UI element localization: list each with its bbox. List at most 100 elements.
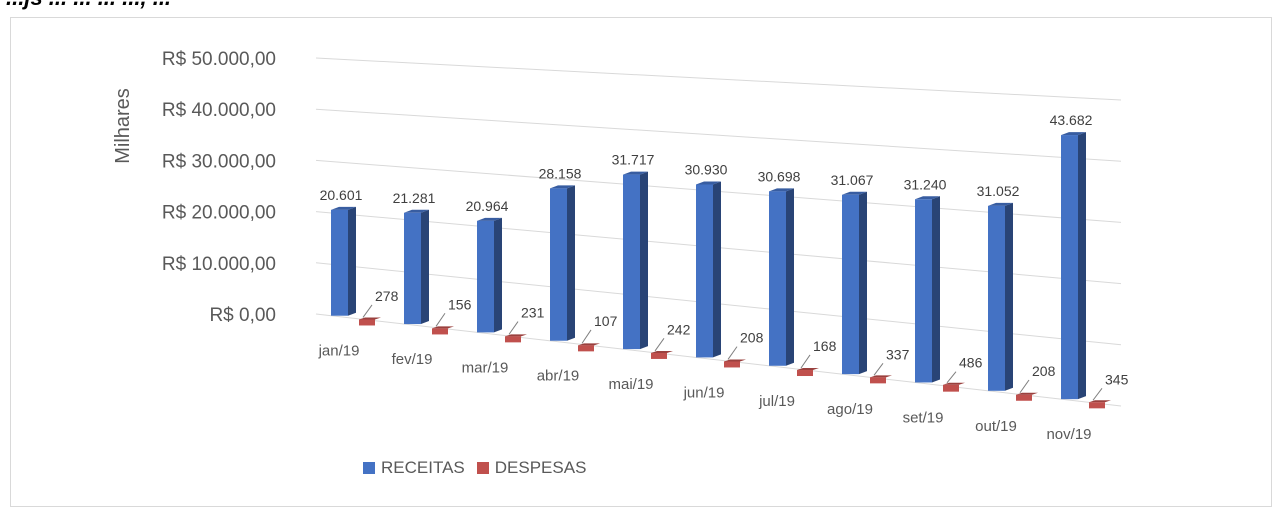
data-label-receitas: 21.281 [393, 190, 436, 206]
data-label-receitas: 43.682 [1050, 112, 1093, 128]
data-label-receitas: 31.717 [612, 152, 655, 168]
bar-receitas-side [786, 188, 794, 366]
x-category-label: mar/19 [462, 359, 509, 376]
bar-receitas-top [842, 191, 867, 195]
bar-despesas [359, 319, 375, 326]
x-category-label: mai/19 [608, 376, 653, 393]
legend-swatch-despesas [476, 462, 489, 474]
y-tick-label: R$ 30.000,00 [162, 151, 276, 172]
bar-despesas [1016, 394, 1032, 401]
y-tick-label: R$ 0,00 [209, 305, 276, 326]
data-label-despesas: 345 [1105, 371, 1129, 387]
bar-receitas [696, 184, 713, 358]
bar-receitas-top [915, 196, 940, 200]
data-label-despesas: 486 [959, 355, 983, 371]
x-category-label: fev/19 [392, 351, 433, 368]
data-label-leader [800, 354, 811, 369]
bar-despesas [578, 345, 594, 352]
bar-despesas-top [943, 382, 965, 385]
data-label-despesas: 231 [521, 305, 545, 321]
data-label-despesas: 107 [594, 313, 618, 329]
bar-despesas-top [1016, 392, 1038, 395]
bar-receitas [769, 191, 786, 366]
bar-receitas-top [477, 217, 502, 221]
bar-despesas-top [797, 368, 819, 371]
gridline [315, 57, 1122, 101]
bar-despesas-top [651, 350, 673, 353]
data-label-receitas: 31.067 [831, 172, 874, 188]
data-label-despesas: 337 [886, 346, 910, 362]
data-label-despesas: 168 [813, 338, 837, 354]
data-label-leader [727, 346, 738, 360]
bar-receitas-top [988, 202, 1013, 206]
bar-despesas [797, 370, 813, 377]
legend-label-despesas: DESPESAS [494, 458, 587, 477]
bar-despesas [724, 361, 740, 368]
bar-receitas-side [859, 191, 867, 375]
bar-receitas-top [623, 171, 648, 175]
bar-despesas-top [870, 375, 892, 378]
data-label-leader [581, 329, 592, 344]
data-label-leader [873, 363, 884, 376]
bar-receitas [842, 194, 859, 375]
bar-receitas-side [640, 171, 648, 350]
bar-despesas [870, 377, 886, 384]
legend-swatch-receitas [363, 462, 375, 474]
bar-despesas [943, 384, 959, 392]
y-tick-label: R$ 50.000,00 [162, 49, 276, 70]
legend-item-despesas: DESPESAS [476, 458, 587, 478]
bar-despesas [505, 336, 521, 343]
bar-receitas-side [1005, 202, 1013, 391]
data-label-receitas: 20.601 [320, 187, 363, 203]
data-label-receitas: 30.930 [685, 161, 728, 177]
legend-label-receitas: RECEITAS [381, 458, 465, 477]
bar-receitas-side [932, 196, 940, 383]
data-label-receitas: 30.698 [758, 168, 801, 184]
bar-despesas-top [578, 343, 600, 346]
bar-receitas [550, 188, 567, 341]
bar-receitas [404, 212, 421, 325]
bar-receitas-side [494, 217, 502, 333]
data-label-leader [1092, 388, 1103, 401]
bar-receitas-top [696, 181, 721, 185]
y-tick-label: R$ 40.000,00 [162, 100, 276, 121]
data-label-despesas: 208 [740, 330, 764, 346]
bar-receitas [477, 220, 494, 333]
x-category-label: ago/19 [827, 401, 873, 418]
x-category-label: set/19 [903, 409, 944, 426]
bar-despesas [432, 328, 448, 335]
data-label-despesas: 278 [375, 288, 399, 304]
bar-receitas [988, 205, 1005, 391]
data-label-receitas: 20.964 [466, 198, 509, 214]
x-category-label: jan/19 [318, 343, 360, 360]
x-category-label: nov/19 [1046, 426, 1091, 443]
bar-receitas [915, 199, 932, 383]
y-axis-label: Milhares [112, 88, 134, 164]
bar-receitas-top [1061, 132, 1086, 136]
data-label-leader [362, 304, 373, 318]
bar-despesas-top [432, 326, 454, 329]
x-category-label: jun/19 [683, 384, 725, 401]
bar-despesas [1089, 402, 1105, 409]
bar-receitas-top [769, 188, 794, 192]
legend-item-receitas: RECEITAS [363, 458, 465, 478]
data-label-despesas: 242 [667, 321, 691, 337]
data-label-receitas: 28.158 [539, 165, 582, 181]
data-label-despesas: 156 [448, 296, 472, 312]
bar-receitas [331, 209, 348, 316]
x-category-label: out/19 [975, 418, 1017, 435]
data-label-leader [654, 337, 665, 352]
gridline [315, 313, 1122, 407]
bar-receitas-side [713, 181, 721, 358]
bar-receitas-side [421, 209, 429, 325]
bar-despesas-top [505, 334, 527, 337]
bar-receitas-side [567, 185, 575, 341]
chart-svg: R$ 0,00 R$ 10.000,00 R$ 20.000,00 R$ 30.000… [112, 49, 1129, 443]
bar-receitas [623, 174, 640, 350]
bar-receitas [1061, 135, 1078, 400]
chart-frame: R$ 0,00 R$ 10.000,00 R$ 20.000,00 R$ 30.000… [10, 17, 1272, 507]
data-label-leader [508, 321, 519, 335]
data-label-leader [1019, 379, 1030, 394]
bar-despesas-top [359, 317, 381, 320]
bar-despesas-top [724, 359, 746, 362]
